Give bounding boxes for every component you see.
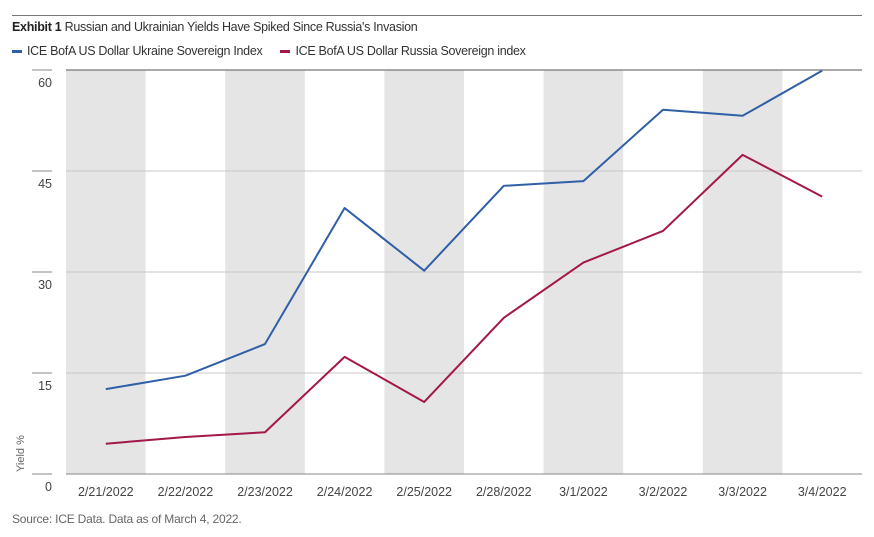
title-text: Russian and Ukrainian Yields Have Spiked… <box>64 20 418 34</box>
exhibit-label: Exhibit 1 <box>12 20 62 34</box>
x-tick-label: 3/2/2022 <box>639 485 688 499</box>
x-tick-label: 3/4/2022 <box>798 485 847 499</box>
y-tick-label: 15 <box>38 379 52 393</box>
legend-label: ICE BofA US Dollar Ukraine Sovereign Ind… <box>27 44 263 58</box>
y-tick-label: 30 <box>38 278 52 292</box>
x-tick-label: 2/28/2022 <box>476 485 532 499</box>
x-tick-label: 2/22/2022 <box>158 485 214 499</box>
legend-item-ukraine: ICE BofA US Dollar Ukraine Sovereign Ind… <box>12 44 263 58</box>
x-tick-label: 2/25/2022 <box>396 485 452 499</box>
legend-item-russia: ICE BofA US Dollar Russia Sovereign inde… <box>280 44 526 58</box>
y-tick-label: 60 <box>38 76 52 90</box>
y-tick-label: 45 <box>38 177 52 191</box>
top-rule <box>12 15 862 16</box>
y-axis-label: Yield % <box>15 435 27 472</box>
x-tick-label: 2/23/2022 <box>237 485 293 499</box>
source-note: Source: ICE Data. Data as of March 4, 20… <box>12 512 242 526</box>
series-line-ukraine <box>105 69 823 391</box>
legend: ICE BofA US Dollar Ukraine Sovereign Ind… <box>12 44 526 58</box>
series-line-russia <box>105 153 823 445</box>
x-tick-label: 2/24/2022 <box>317 485 373 499</box>
legend-label: ICE BofA US Dollar Russia Sovereign inde… <box>295 44 526 58</box>
x-tick-label: 3/3/2022 <box>718 485 767 499</box>
x-tick-label: 3/1/2022 <box>559 485 608 499</box>
chart-title: Exhibit 1 Russian and Ukrainian Yields H… <box>12 20 418 34</box>
x-tick-label: 2/21/2022 <box>78 485 134 499</box>
legend-swatch <box>280 49 291 53</box>
y-tick-label: 0 <box>45 480 52 494</box>
legend-swatch <box>12 49 22 53</box>
